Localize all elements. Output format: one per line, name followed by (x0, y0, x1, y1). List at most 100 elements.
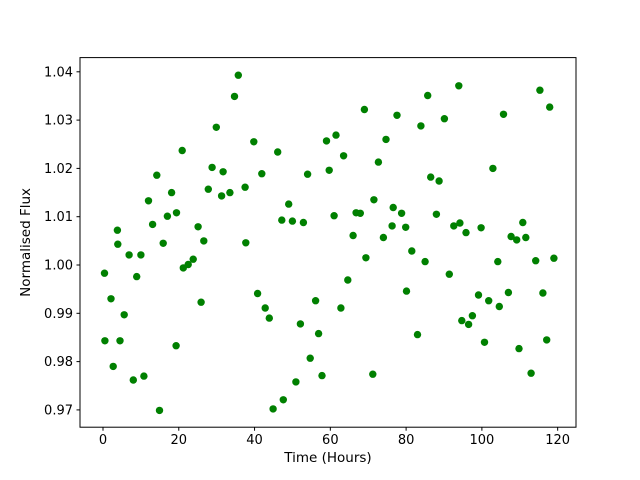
data-point (292, 378, 300, 386)
y-tick-labels: 0.97 0.98 0.99 1.00 1.01 1.02 1.03 1.04 (44, 65, 73, 418)
data-point (314, 329, 323, 338)
data-point (536, 86, 544, 94)
data-point (543, 336, 551, 344)
data-point (337, 304, 345, 312)
data-point (402, 223, 410, 231)
data-point (107, 295, 115, 303)
data-point (480, 338, 489, 346)
data-point (159, 239, 167, 247)
data-point (379, 233, 388, 242)
data-point (408, 247, 416, 255)
x-tick-label: 100 (469, 433, 494, 448)
data-point (279, 396, 287, 404)
data-point (269, 405, 277, 413)
data-point (153, 171, 161, 179)
data-point (148, 220, 157, 229)
data-point (468, 312, 477, 320)
data-point (435, 177, 443, 185)
data-point (445, 270, 453, 278)
y-axis-label: Normalised Flux (18, 188, 34, 297)
data-point (125, 251, 133, 259)
data-point (217, 192, 226, 200)
data-point (464, 320, 473, 329)
data-point (455, 82, 463, 90)
data-point (113, 226, 122, 234)
data-point (360, 105, 369, 114)
x-axis-ticks (102, 427, 559, 431)
data-point (172, 209, 181, 217)
data-point (499, 110, 508, 119)
data-point (144, 197, 153, 205)
data-point (167, 188, 176, 197)
data-point (241, 183, 249, 191)
data-point (332, 131, 340, 139)
data-point (296, 320, 305, 328)
plot-border (79, 57, 577, 428)
data-point (261, 304, 269, 312)
data-point (477, 224, 485, 232)
x-tick-label: 120 (545, 433, 570, 448)
data-point (274, 148, 282, 156)
data-point (489, 164, 497, 173)
data-point (204, 185, 212, 193)
data-point (382, 135, 390, 144)
data-point (278, 216, 286, 224)
data-point (306, 354, 314, 362)
data-point (388, 222, 396, 230)
y-tick-label: 1.04 (44, 65, 73, 80)
data-point (242, 239, 250, 247)
data-point (519, 218, 527, 227)
data-point (356, 209, 364, 217)
data-point (513, 236, 521, 244)
data-point (178, 146, 186, 155)
x-tick-label: 40 (246, 433, 263, 448)
data-point (303, 170, 312, 178)
x-tick-label: 60 (322, 433, 339, 448)
data-point (208, 163, 216, 172)
data-point (322, 137, 331, 145)
data-point (339, 152, 348, 160)
data-point (234, 71, 242, 79)
data-point (462, 228, 470, 237)
data-point (116, 337, 124, 345)
y-tick-label: 0.98 (44, 355, 73, 370)
data-point (114, 240, 122, 248)
data-point (402, 287, 411, 295)
data-point (109, 362, 117, 371)
y-tick-label: 1.02 (44, 162, 73, 177)
data-point (133, 272, 141, 281)
data-point (311, 297, 320, 305)
data-point (397, 209, 406, 217)
data-point (194, 223, 202, 231)
x-tick-label: 0 (99, 433, 107, 448)
y-tick-label: 1.03 (44, 114, 73, 129)
data-point (427, 173, 435, 181)
data-point (250, 138, 258, 146)
x-tick-labels: 0 20 40 60 80 100 120 (99, 433, 570, 448)
y-tick-label: 1.00 (44, 259, 73, 274)
data-point (515, 344, 523, 353)
data-point (288, 217, 297, 225)
x-tick-label: 80 (398, 433, 415, 448)
data-point (546, 103, 554, 111)
data-point (137, 251, 145, 259)
y-tick-label: 1.01 (44, 210, 73, 225)
data-point (421, 257, 429, 266)
data-point (494, 257, 502, 266)
data-point (450, 222, 458, 230)
data-point (417, 122, 425, 130)
data-point (550, 254, 558, 262)
data-point (120, 311, 128, 319)
data-point (100, 269, 109, 277)
data-point (330, 212, 338, 220)
data-point (370, 196, 378, 204)
data-point (539, 289, 547, 297)
y-axis-ticks (76, 71, 80, 411)
data-point (362, 254, 370, 262)
data-point (101, 337, 109, 345)
data-point (212, 123, 220, 131)
data-point (532, 257, 540, 265)
data-point (285, 200, 293, 208)
data-point (184, 260, 192, 269)
